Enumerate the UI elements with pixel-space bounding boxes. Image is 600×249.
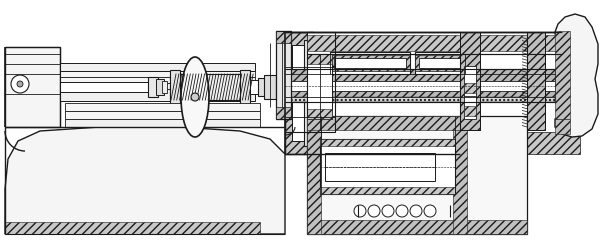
Bar: [527, 32, 545, 130]
Bar: [453, 116, 467, 234]
Bar: [460, 32, 480, 130]
Bar: [307, 54, 332, 64]
Bar: [285, 32, 313, 154]
Bar: [307, 116, 321, 234]
Bar: [419, 58, 461, 68]
Bar: [334, 58, 406, 68]
Bar: [307, 220, 527, 234]
Bar: [60, 63, 255, 71]
Bar: [464, 106, 476, 116]
Circle shape: [17, 81, 23, 87]
Bar: [162, 81, 167, 93]
Bar: [250, 80, 288, 94]
Bar: [307, 116, 527, 234]
Ellipse shape: [181, 57, 209, 137]
Bar: [555, 119, 570, 134]
Bar: [285, 97, 555, 102]
Circle shape: [11, 75, 29, 93]
Bar: [304, 40, 312, 146]
Bar: [60, 77, 255, 83]
Bar: [170, 74, 250, 100]
Bar: [65, 111, 260, 119]
Bar: [320, 187, 455, 194]
Bar: [307, 54, 332, 119]
Bar: [330, 55, 410, 71]
Circle shape: [396, 205, 408, 217]
Bar: [527, 32, 545, 130]
Bar: [5, 222, 260, 234]
Bar: [285, 32, 313, 154]
Circle shape: [410, 205, 422, 217]
Bar: [285, 69, 555, 83]
Bar: [285, 81, 555, 91]
Circle shape: [382, 205, 394, 217]
Bar: [65, 103, 260, 111]
Bar: [240, 70, 250, 104]
Bar: [60, 83, 255, 89]
Bar: [307, 35, 562, 51]
Polygon shape: [555, 14, 598, 137]
Bar: [415, 52, 465, 74]
Circle shape: [368, 205, 380, 217]
Circle shape: [354, 205, 366, 217]
Bar: [5, 47, 60, 127]
Circle shape: [191, 93, 199, 101]
Bar: [307, 109, 332, 119]
Bar: [60, 89, 255, 101]
Bar: [285, 132, 580, 154]
Bar: [330, 52, 410, 74]
Bar: [320, 139, 455, 194]
Bar: [170, 70, 180, 104]
Bar: [276, 31, 291, 43]
Bar: [285, 32, 335, 132]
Circle shape: [424, 205, 436, 217]
Bar: [464, 66, 476, 96]
Bar: [292, 45, 307, 141]
Bar: [285, 83, 555, 97]
Bar: [264, 75, 276, 99]
Bar: [276, 107, 291, 119]
Bar: [285, 69, 555, 102]
Bar: [325, 153, 435, 181]
Bar: [307, 116, 467, 130]
Bar: [276, 31, 291, 119]
Bar: [65, 119, 260, 127]
Bar: [464, 89, 476, 119]
Bar: [320, 139, 455, 146]
Bar: [285, 32, 580, 54]
Bar: [464, 83, 476, 93]
Bar: [415, 55, 465, 71]
Bar: [460, 32, 480, 130]
Bar: [60, 71, 255, 77]
Bar: [156, 79, 164, 95]
Polygon shape: [5, 127, 285, 234]
Bar: [258, 78, 276, 96]
Bar: [60, 82, 150, 92]
Bar: [555, 31, 570, 119]
Bar: [148, 77, 158, 97]
Bar: [307, 32, 562, 54]
